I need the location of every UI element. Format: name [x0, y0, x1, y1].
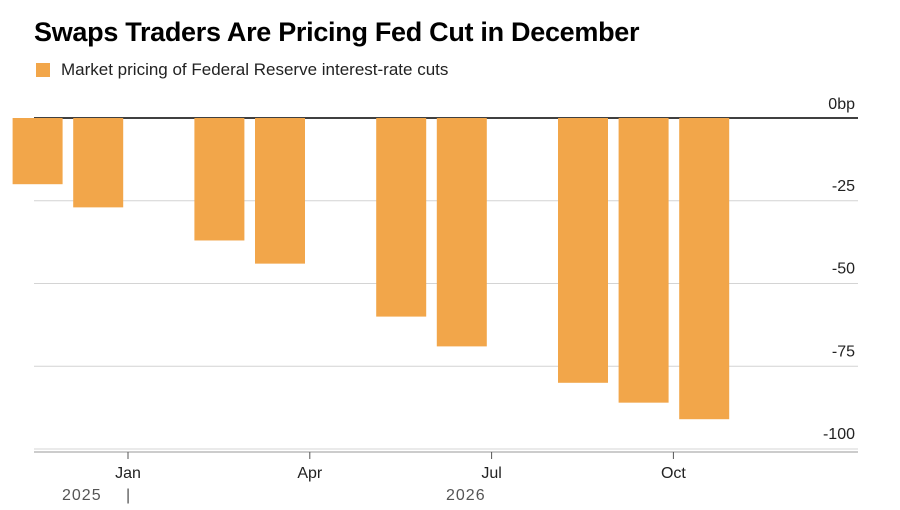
legend-label: Market pricing of Federal Reserve intere…: [61, 60, 449, 79]
bar: [436, 118, 487, 347]
x-tick-label: Oct: [661, 465, 686, 482]
bar: [194, 118, 245, 241]
x-tick-label: Jan: [115, 465, 141, 482]
y-tick-label: -25: [832, 178, 855, 195]
year-label-2026: 2026: [446, 487, 486, 504]
bar: [618, 118, 669, 403]
bar: [558, 118, 608, 383]
year-label-2025: 2025: [62, 487, 102, 504]
bar: [679, 118, 730, 420]
y-tick-label: -100: [823, 426, 855, 443]
legend-swatch: [36, 63, 50, 77]
bar: [12, 118, 63, 185]
legend: Market pricing of Federal Reserve intere…: [36, 60, 448, 80]
y-tick-label: 0bp: [828, 96, 855, 113]
year-separator: |: [126, 487, 131, 504]
chart-title: Swaps Traders Are Pricing Fed Cut in Dec…: [34, 17, 640, 47]
bar: [255, 118, 305, 264]
x-tick-label: Jul: [481, 465, 501, 482]
y-tick-label: -50: [832, 261, 855, 278]
y-tick-label: -75: [832, 343, 855, 360]
bar: [73, 118, 124, 208]
x-tick-label: Apr: [297, 465, 323, 482]
bar: [376, 118, 427, 317]
